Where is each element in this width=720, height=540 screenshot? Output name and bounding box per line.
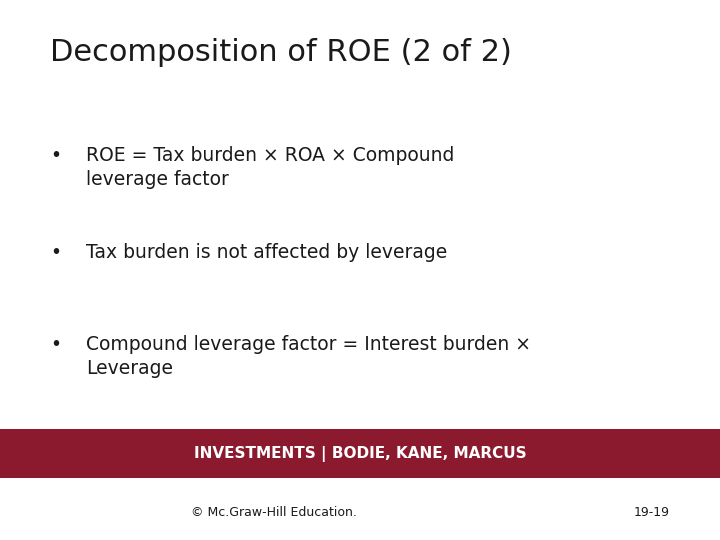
Text: INVESTMENTS | BODIE, KANE, MARCUS: INVESTMENTS | BODIE, KANE, MARCUS	[194, 446, 526, 462]
Text: •: •	[50, 243, 61, 262]
Text: •: •	[50, 335, 61, 354]
Text: Decomposition of ROE (2 of 2): Decomposition of ROE (2 of 2)	[50, 38, 512, 67]
Text: © Mc.Graw-Hill Education.: © Mc.Graw-Hill Education.	[191, 507, 356, 519]
Text: Tax burden is not affected by leverage: Tax burden is not affected by leverage	[86, 243, 448, 262]
Text: •: •	[50, 146, 61, 165]
FancyBboxPatch shape	[0, 429, 720, 478]
Text: ROE = Tax burden × ROA × Compound
leverage factor: ROE = Tax burden × ROA × Compound levera…	[86, 146, 455, 189]
Text: 19-19: 19-19	[634, 507, 670, 519]
Text: Compound leverage factor = Interest burden ×
Leverage: Compound leverage factor = Interest burd…	[86, 335, 531, 378]
